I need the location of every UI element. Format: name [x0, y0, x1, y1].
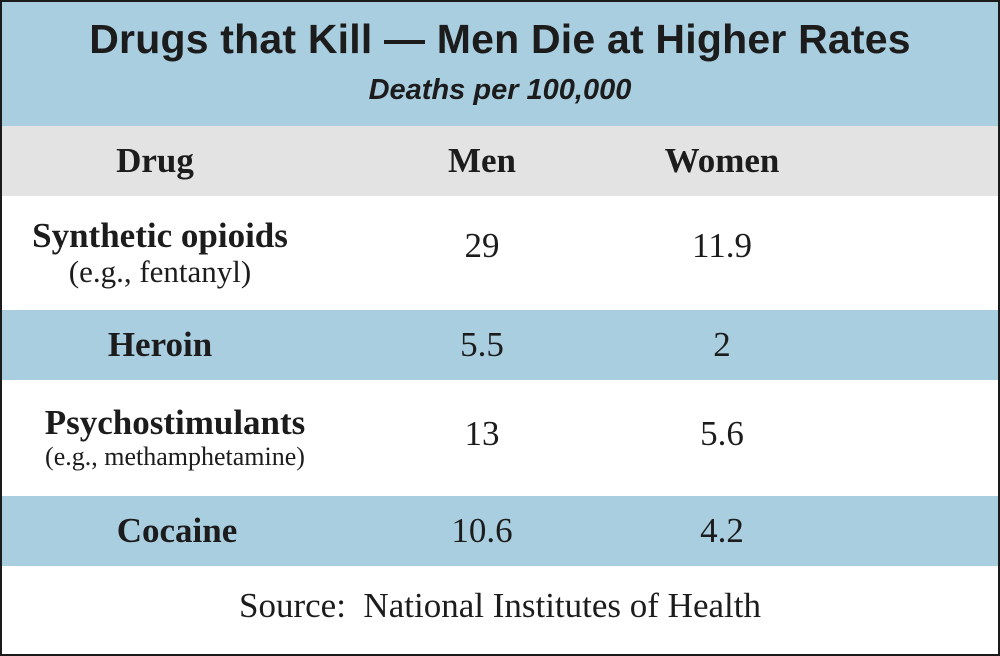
women-rate: 2 [713, 325, 731, 364]
women-rate: 4.2 [700, 511, 744, 550]
chart-subtitle: Deaths per 100,000 [368, 74, 632, 106]
drug-name: Psychostimulants [44, 403, 306, 442]
source-note: Source: National Institutes of Health [239, 586, 761, 625]
table-row: Psychostimulants (e.g., methamphetamine)… [2, 380, 998, 496]
table-row: Heroin 5.5 2 [2, 310, 998, 380]
men-rate: 13 [464, 414, 500, 453]
chart-title: Drugs that Kill — Men Die at Higher Rate… [89, 16, 911, 62]
drug-name: Cocaine [116, 511, 238, 550]
men-rate: 10.6 [451, 511, 513, 550]
drug-example: (e.g., fentanyl) [68, 254, 252, 289]
men-rate: 29 [464, 226, 500, 265]
column-header-row: Drug Men Women [2, 126, 998, 196]
column-header-women: Women [664, 141, 780, 180]
drug-name: Synthetic opioids [32, 216, 288, 255]
column-header-drug: Drug [116, 141, 194, 180]
table-row: Synthetic opioids (e.g., fentanyl) 29 11… [2, 196, 998, 310]
drug-cell: Psychostimulants (e.g., methamphetamine) [2, 380, 348, 496]
drug-cell: Synthetic opioids (e.g., fentanyl) [2, 196, 318, 310]
women-rate: 11.9 [692, 226, 752, 265]
women-rate: 5.6 [700, 414, 744, 453]
drug-cell: Cocaine [2, 496, 352, 566]
column-header-men: Men [447, 141, 517, 180]
title-band: Drugs that Kill — Men Die at Higher Rate… [2, 2, 998, 126]
drug-name: Heroin [107, 325, 213, 364]
drug-example: (e.g., methamphetamine) [45, 442, 305, 471]
table-row: Cocaine 10.6 4.2 [2, 496, 998, 566]
drug-cell: Heroin [2, 310, 318, 380]
men-rate: 5.5 [460, 325, 504, 364]
